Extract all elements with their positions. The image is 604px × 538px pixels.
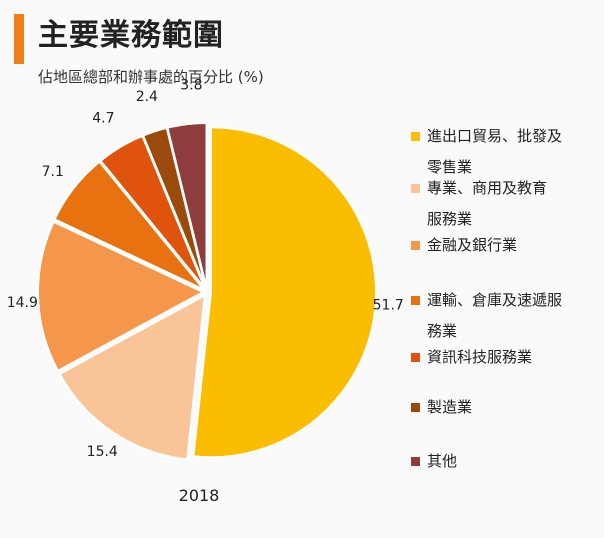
legend-item-5: 資訊科技服務業 <box>411 342 601 373</box>
page-subtitle: 佔地區總部和辦事處的百分比 (%) <box>38 68 264 86</box>
pie-slice-3 <box>37 220 206 373</box>
pie-value-label-2: 15.4 <box>87 444 118 460</box>
legend-label-line1: 其他 <box>427 452 458 470</box>
pie-value-label-4: 7.1 <box>42 164 64 180</box>
legend-item-6: 製造業 <box>411 392 601 423</box>
legend-label-line1: 專業、商用及教育 <box>427 179 548 197</box>
pie-value-label-6: 2.4 <box>136 89 158 105</box>
pie-value-label-5: 4.7 <box>92 111 114 127</box>
title-accent-bar <box>14 14 24 64</box>
legend-swatch-7 <box>411 457 420 466</box>
legend-label-line1: 製造業 <box>427 398 473 416</box>
legend-label-line2: 服務業 <box>427 210 473 228</box>
legend-label-line1: 金融及銀行業 <box>427 236 518 254</box>
legend-label-line1: 運輸、倉庫及速遞服 <box>427 291 563 309</box>
legend-swatch-1 <box>411 132 420 141</box>
legend-swatch-6 <box>411 403 420 412</box>
pie-value-label-3: 14.9 <box>7 295 38 311</box>
legend-item-2: 專業、商用及教育 服務業 <box>411 173 601 235</box>
legend-swatch-5 <box>411 353 420 362</box>
legend-swatch-3 <box>411 241 420 250</box>
legend-label-line1: 進出口貿易、批發及 <box>427 127 563 145</box>
legend-item-7: 其他 <box>411 446 601 477</box>
legend-swatch-2 <box>411 184 420 193</box>
legend-item-3: 金融及銀行業 <box>411 230 601 261</box>
pie-slice-4 <box>53 160 205 291</box>
legend-label-line2: 務業 <box>427 322 458 340</box>
legend-swatch-4 <box>411 296 420 305</box>
legend-label-line2: 零售業 <box>427 158 473 176</box>
page-title: 主要業務範圍 <box>38 18 224 53</box>
pie-slice-1 <box>192 126 377 459</box>
legend-item-1: 進出口貿易、批發及 零售業 <box>411 121 601 183</box>
legend-item-4: 運輸、倉庫及速遞服 務業 <box>411 285 601 347</box>
pie-slice-7 <box>166 122 208 289</box>
pie-value-label-1: 51.7 <box>373 298 404 314</box>
pie-year-label: 2018 <box>179 486 220 505</box>
pie-value-label-7: 3.8 <box>180 77 202 93</box>
legend-label-line1: 資訊科技服務業 <box>427 348 533 366</box>
pie-slice-2 <box>58 293 206 461</box>
